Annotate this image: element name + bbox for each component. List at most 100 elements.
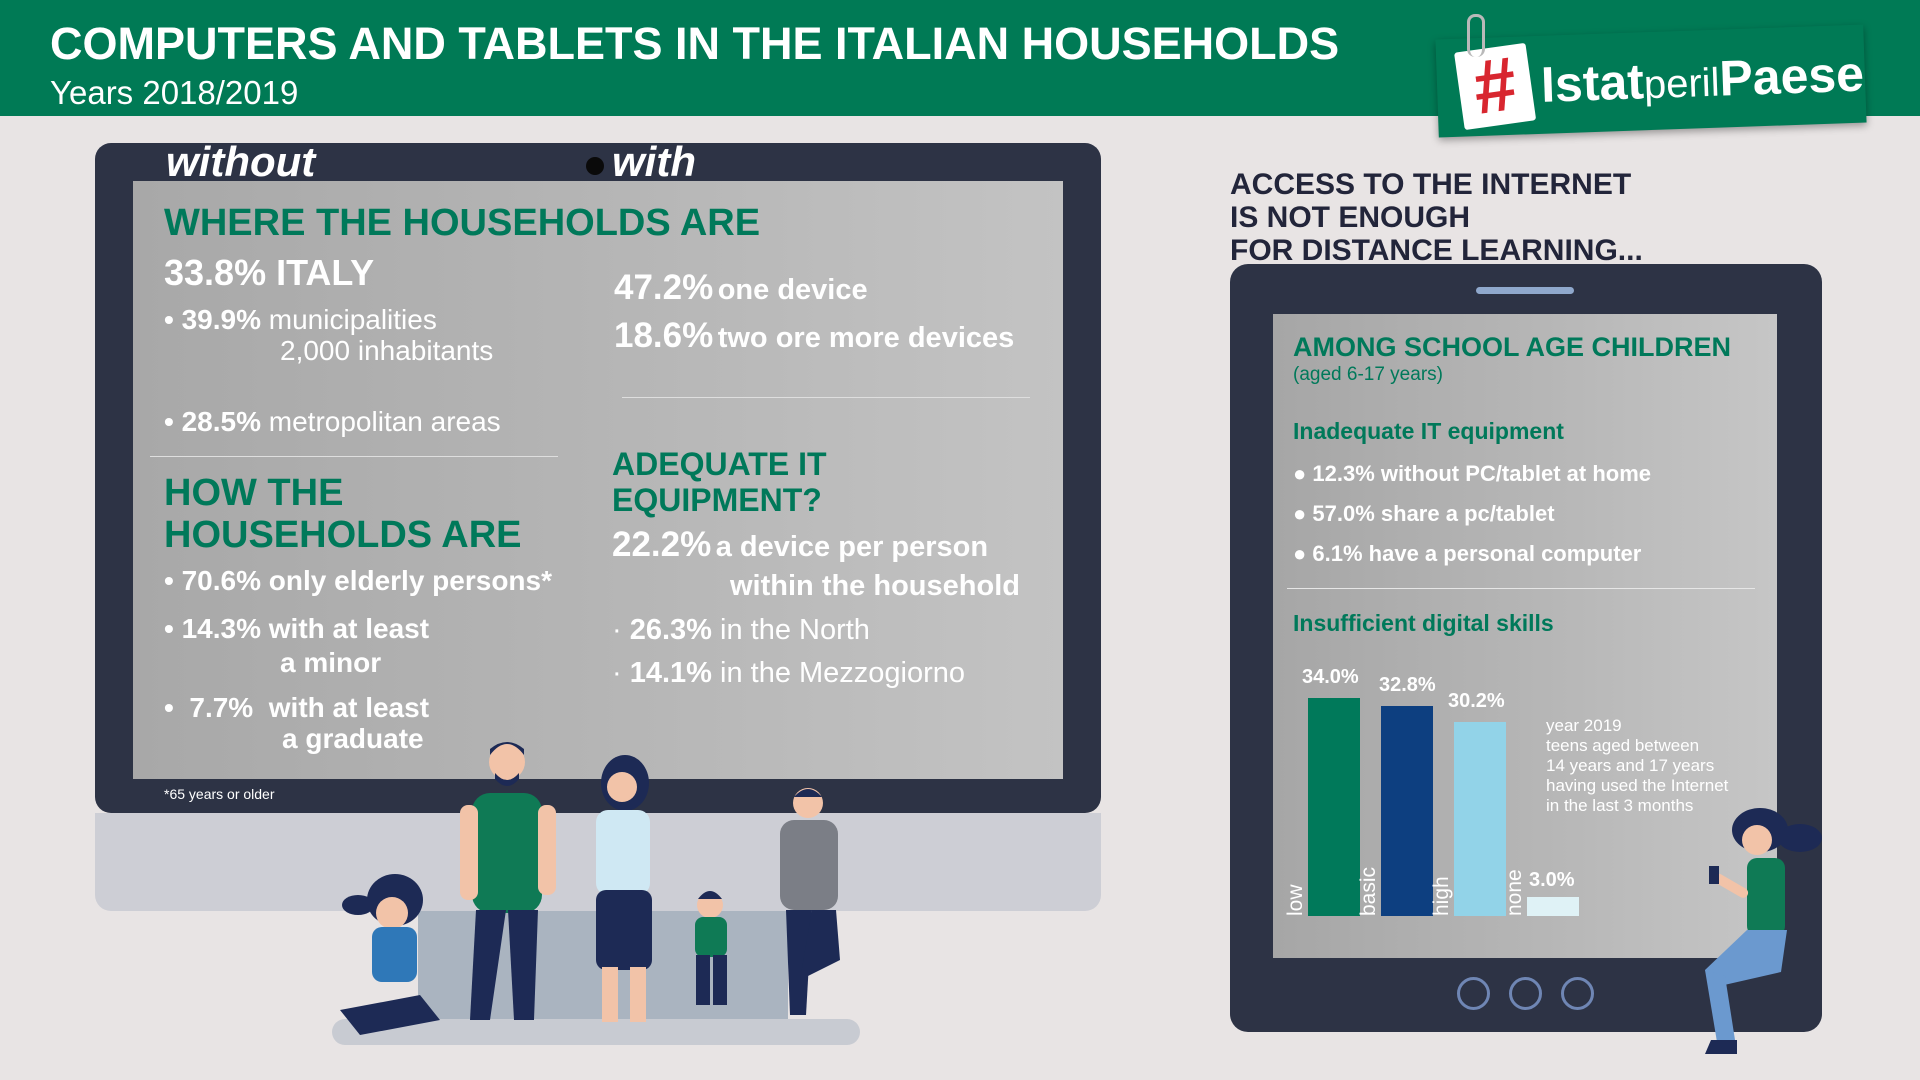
adequate-heading: ADEQUATE IT EQUIPMENT? (612, 446, 827, 518)
one-device-value: 47.2% (614, 268, 714, 307)
minor-label: with at least (268, 613, 430, 644)
italy-stat: 33.8% ITALY (164, 252, 374, 294)
monitor-screen (133, 181, 1063, 779)
bar-value-label: 3.0% (1529, 868, 1575, 891)
bar-value-label: 34.0% (1302, 666, 1359, 688)
inadequate-item-text: 12.3% without PC/tablet at home (1312, 461, 1652, 486)
north-label: in the North (720, 614, 870, 646)
tablet-button-2 (1509, 977, 1542, 1010)
chart-note-line2: teens aged between (1546, 736, 1700, 755)
two-devices-value: 18.6% (614, 316, 714, 355)
paperclip-icon (1467, 14, 1485, 57)
minor-value: 14.3% (181, 613, 261, 644)
bullet: ● (1293, 501, 1313, 526)
adequate-heading-line1: ADEQUATE IT (612, 446, 827, 482)
chart-note-line5: in the last 3 months (1546, 796, 1694, 815)
with-label: with (612, 138, 696, 185)
graduate-label: with at least (268, 692, 430, 723)
skills-bar-chart: 34.0% low 32.8% basic 30.2% high 3.0% none (1284, 640, 1590, 918)
two-devices-stat: 18.6% two ore more devices (614, 316, 1014, 356)
how-heading-line2: HOUSEHOLDS ARE (164, 514, 522, 556)
father-figure (460, 742, 556, 1020)
sitting-girl-figure (340, 874, 440, 1035)
divider (622, 397, 1030, 398)
chart-note-line4: having used the Internet (1546, 776, 1729, 795)
chart-note-line3: 14 years and 17 years (1546, 756, 1715, 775)
tablet-button-3 (1561, 977, 1594, 1010)
elderly-stat: • 70.6% only elderly persons* (164, 565, 552, 597)
logo-part-paese: Paese (1718, 45, 1865, 107)
device-per-person-value: 22.2% (612, 525, 712, 564)
camera-icon (586, 157, 604, 175)
north-stat: · 26.3% in the North (612, 614, 870, 647)
teen-boy-figure (780, 788, 840, 1015)
category-label: high (1430, 876, 1453, 916)
elderly-label: only elderly persons* (268, 565, 552, 596)
adequate-heading-line2: EQUIPMENT? (612, 482, 822, 518)
among-subheading: (aged 6-17 years) (1293, 364, 1443, 385)
graduate-stat: • 7.7% with at least a graduate (164, 692, 429, 754)
municipalities-stat: • 39.9% municipalities 2,000 inhabitants (164, 304, 493, 366)
device-per-person-label-2: within the household (730, 570, 1020, 602)
inadequate-item: ● 12.3% without PC/tablet at home (1293, 461, 1651, 487)
one-device-stat: 47.2% one device (614, 268, 868, 308)
category-label: basic (1357, 866, 1380, 916)
bullet: · (612, 657, 630, 689)
logo-part-istat: Istat (1540, 53, 1645, 113)
divider (1287, 588, 1755, 589)
two-devices-label: two ore more devices (717, 322, 1015, 354)
minor-stat: • 14.3% with at least a minor (164, 612, 429, 680)
logo-text: IstatperilPaese (1540, 45, 1865, 114)
bar-value-label: 32.8% (1379, 673, 1436, 696)
bar-high (1454, 722, 1506, 916)
municipalities-label-2: 2,000 inhabitants (280, 335, 494, 366)
inadequate-item-text: 57.0% share a pc/tablet (1312, 501, 1555, 526)
skills-heading: Insufficient digital skills (1293, 610, 1554, 636)
bullet: · (612, 614, 630, 646)
bullet: • (164, 304, 182, 335)
tablet-button-1 (1457, 977, 1490, 1010)
bar-none (1527, 896, 1579, 916)
access-title-line3: FOR DISTANCE LEARNING... (1230, 234, 1643, 267)
graduate-value: 7.7% (189, 692, 254, 723)
bullet: ● (1293, 461, 1313, 486)
among-heading: AMONG SCHOOL AGE CHILDREN (1293, 332, 1732, 362)
bullet: • (164, 565, 182, 596)
italy-label: ITALY (276, 252, 375, 293)
access-title: ACCESS TO THE INTERNET IS NOT ENOUGH FOR… (1230, 168, 1643, 267)
woman-with-phone-illustration (1705, 808, 1822, 1054)
page-title: COMPUTERS AND TABLETS IN THE ITALIAN HOU… (50, 18, 1340, 69)
how-heading: HOW THE HOUSEHOLDS ARE (164, 472, 522, 556)
bullet: • (164, 406, 182, 437)
tablet-speaker (1476, 287, 1574, 294)
mother-figure (596, 755, 652, 1022)
page-subtitle: Years 2018/2019 (50, 74, 299, 111)
hashtag-icon: # (1454, 41, 1537, 131)
metro-label: metropolitan areas (268, 406, 501, 437)
bullet: • (164, 613, 182, 644)
inadequate-item-text: 6.1% have a personal computer (1312, 541, 1642, 566)
inadequate-heading: Inadequate IT equipment (1293, 418, 1564, 444)
bar-basic (1381, 705, 1433, 916)
bullet: • (164, 692, 190, 723)
category-label: low (1284, 884, 1307, 916)
inadequate-item: ● 57.0% share a pc/tablet (1293, 501, 1555, 527)
elderly-value: 70.6% (181, 565, 261, 596)
without-label: without (166, 138, 316, 185)
metro-value: 28.5% (181, 406, 261, 437)
device-per-person-label: a device per person (715, 531, 989, 563)
divider (150, 456, 558, 457)
metro-stat: • 28.5% metropolitan areas (164, 406, 501, 438)
bar-value-label: 30.2% (1448, 690, 1505, 713)
footnote: *65 years or older (164, 786, 275, 802)
municipalities-value: 39.9% (181, 304, 261, 335)
south-stat: · 14.1% in the Mezzogiorno (612, 657, 965, 690)
how-heading-line1: HOW THE (164, 472, 344, 514)
north-value: 26.3% (629, 614, 712, 646)
child-figure (695, 891, 727, 1005)
chart-note-line1: year 2019 (1546, 716, 1622, 735)
access-title-line2: IS NOT ENOUGH (1230, 201, 1471, 234)
device-per-person-stat: 22.2% a device per person within the hou… (612, 525, 1020, 608)
category-label: none (1503, 869, 1526, 916)
chart-note: year 2019 teens aged between 14 years an… (1546, 716, 1728, 816)
